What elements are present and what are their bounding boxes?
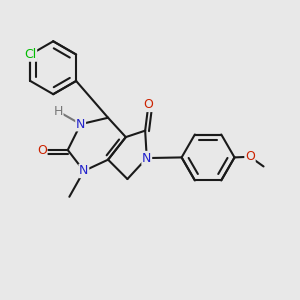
Text: N: N	[79, 164, 88, 178]
Text: O: O	[245, 150, 255, 163]
Text: H: H	[53, 105, 63, 118]
Text: Cl: Cl	[24, 48, 36, 61]
Text: N: N	[76, 118, 85, 131]
Text: N: N	[142, 152, 152, 165]
Text: O: O	[37, 143, 47, 157]
Text: O: O	[143, 98, 153, 111]
